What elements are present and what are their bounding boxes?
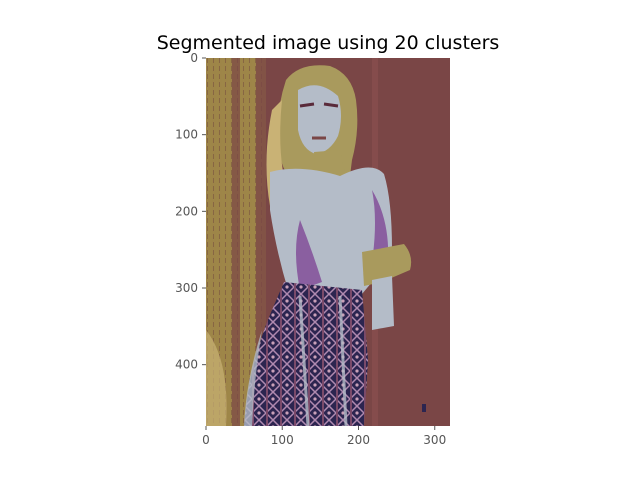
blouse-shadow — [296, 220, 322, 290]
eyes — [299, 102, 339, 108]
hand-region — [362, 244, 412, 286]
x-tick-label: 100 — [271, 433, 294, 447]
y-tick-label: 100 — [175, 128, 198, 142]
y-tick-label: 200 — [175, 204, 198, 218]
x-tick-label: 0 — [202, 433, 210, 447]
sleeve-shadow — [372, 190, 389, 262]
y-tick-label: 300 — [175, 281, 198, 295]
forearm-sleeve — [372, 276, 394, 330]
segmented-image — [206, 58, 450, 426]
x-tick-label: 200 — [347, 433, 370, 447]
plot-area: 0 100 200 300 400 0 100 200 300 — [175, 51, 450, 447]
skirt-stripe — [298, 295, 310, 426]
y-axis: 0 100 200 300 400 — [175, 51, 206, 372]
skirt-region — [244, 282, 368, 426]
y-tick-label: 400 — [175, 358, 198, 372]
plank-gap — [232, 58, 240, 426]
face-region — [298, 85, 341, 154]
floor-light — [206, 330, 227, 426]
x-axis: 0 100 200 300 — [202, 426, 446, 447]
y-tick-label: 0 — [190, 51, 198, 65]
chart-title: Segmented image using 20 clusters — [157, 32, 500, 54]
small-artifact — [422, 404, 426, 412]
x-tick-label: 300 — [423, 433, 446, 447]
skirt-edge — [244, 330, 262, 426]
skirt-stripe — [338, 295, 348, 426]
